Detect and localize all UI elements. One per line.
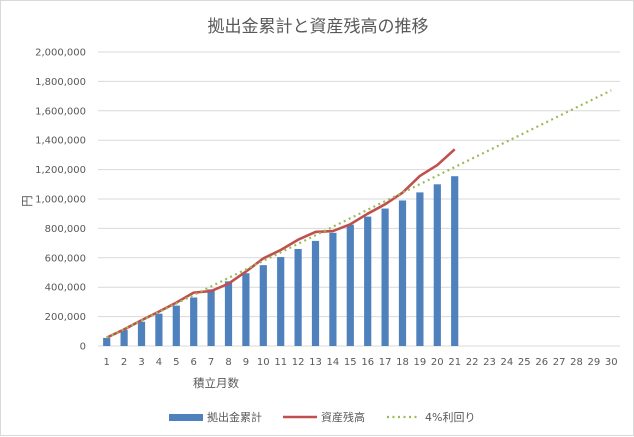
x-tick-label: 21 [448,357,461,368]
bar [451,176,459,346]
bar [155,313,163,346]
x-tick-label: 10 [257,357,270,368]
bar [259,265,267,346]
x-tick-label: 18 [396,357,409,368]
x-tick-label: 3 [138,357,144,368]
x-tick-label: 12 [292,357,305,368]
x-tick-label: 28 [570,357,583,368]
x-tick-label: 4 [156,357,162,368]
x-tick-label: 15 [344,357,357,368]
y-tick-label: 1,000,000 [35,195,86,206]
bar [190,297,198,346]
bar [242,273,250,346]
x-tick-label: 20 [431,357,444,368]
y-tick-label: 1,800,000 [35,77,86,88]
y-tick-label: 1,200,000 [35,165,86,176]
bar [277,257,285,346]
x-tick-label: 22 [466,357,479,368]
bar [433,184,441,346]
balance-line [106,148,456,339]
x-tick-label: 5 [173,357,179,368]
bar [364,216,372,346]
chart-title: 拠出金累計と資産残高の推移 [208,17,429,37]
bar [311,240,320,346]
bar [416,192,424,346]
y-tick-label: 400,000 [45,283,86,294]
legend-label-contributions: 拠出金累計 [207,410,262,424]
y-tick-label: 200,000 [45,312,86,323]
x-tick-label: 1 [104,357,110,368]
x-tick-label: 6 [191,357,197,368]
y-tick-label: 2,000,000 [35,48,86,59]
x-tick-label: 17 [379,357,392,368]
x-tick-label: 2 [121,357,127,368]
x-tick-label: 25 [518,357,531,368]
legend-swatch-contributions [169,414,203,421]
x-tick-label: 9 [243,357,249,368]
bar [207,289,215,346]
y-tick-label: 1,600,000 [35,106,86,117]
x-tick-label: 8 [225,357,231,368]
bar [120,329,128,346]
x-tick-label: 19 [414,357,427,368]
x-tick-label: 13 [309,357,322,368]
y-tick-label: 1,400,000 [35,136,86,147]
bar [329,232,337,346]
bar [381,208,389,346]
bar [398,200,407,346]
four-percent-line [106,89,612,339]
x-tick-label: 11 [274,357,287,368]
x-tick-label: 26 [535,357,548,368]
legend-label-balance: 資産残高 [321,410,365,424]
bar [172,305,180,346]
x-tick-label: 23 [483,357,496,368]
y-tick-label: 0 [80,342,86,353]
legend: 拠出金累計 資産残高 4%利回り [169,410,475,424]
x-axis-label: 積立月数 [193,376,239,390]
legend-label-4pct: 4%利回り [425,411,475,424]
bar [294,248,302,346]
x-tick-label: 30 [605,357,618,368]
bar [346,224,354,346]
bar [103,337,111,346]
x-tick-label: 7 [208,357,214,368]
y-tick-label: 800,000 [45,224,86,235]
x-tick-label: 27 [553,357,566,368]
x-tick-label: 16 [361,357,374,368]
y-tick-label: 600,000 [45,253,86,264]
x-tick-label: 24 [501,357,514,368]
bar [137,321,146,346]
bar [224,281,233,346]
x-tick-label: 14 [327,357,340,368]
x-tick-label: 29 [588,357,601,368]
y-axis-label: 円 [20,195,34,207]
